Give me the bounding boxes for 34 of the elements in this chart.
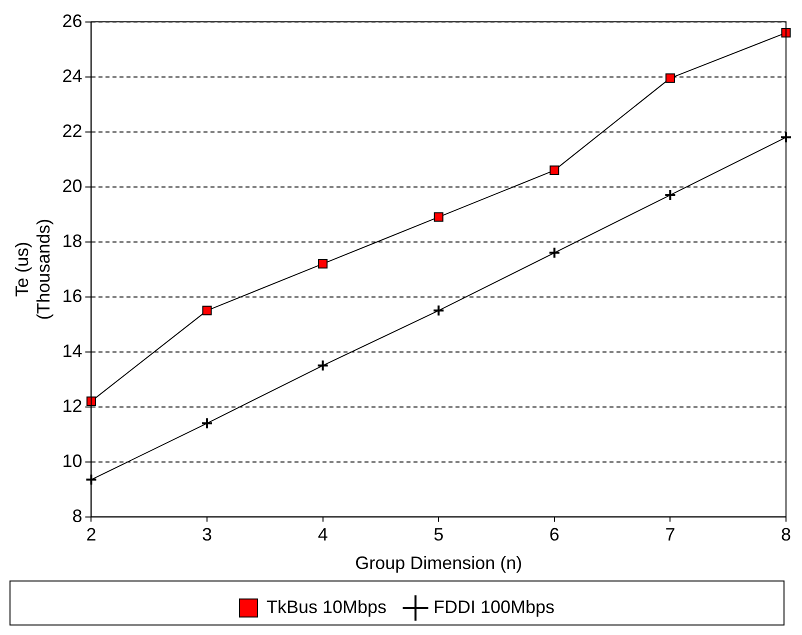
- x-tick-label: 4: [318, 524, 328, 545]
- y-tick-label: 16: [62, 286, 82, 306]
- point: [665, 73, 675, 83]
- legend-label: TkBus 10Mbps: [266, 596, 387, 617]
- x-axis-title: Group Dimension (n): [355, 553, 522, 574]
- y-tick-label: 14: [62, 340, 82, 361]
- point: [780, 131, 792, 144]
- x-tick-label: 3: [202, 524, 212, 545]
- point: [318, 259, 328, 269]
- point: [664, 189, 676, 202]
- x-tick-label: 6: [549, 524, 560, 545]
- point: [86, 396, 96, 406]
- y-tick-label: 10: [62, 450, 82, 471]
- y-tick-label: 24: [62, 66, 82, 86]
- x-tick-label: 7: [665, 524, 676, 545]
- point: [201, 417, 214, 430]
- y-tick-label: 18: [62, 230, 82, 251]
- point: [202, 306, 212, 316]
- y-tick-label: 22: [62, 120, 82, 141]
- y-tick-label: 20: [62, 176, 82, 196]
- y-tick-label: 26: [62, 10, 82, 31]
- x-tick-label: 5: [434, 524, 444, 545]
- y-tick-label: 8: [72, 506, 82, 526]
- point: [316, 360, 329, 372]
- point: [434, 212, 444, 222]
- point: [432, 304, 445, 317]
- point: [85, 474, 98, 486]
- x-tick-label: 2: [86, 524, 96, 545]
- point: [550, 166, 560, 176]
- x-tick-label: 8: [780, 524, 791, 545]
- y-tick-label: 12: [62, 396, 82, 416]
- point: [548, 246, 560, 259]
- legend-label: FDDI 100Mbps: [434, 596, 555, 617]
- y-axis-title: Te (us) (Thousands): [12, 218, 54, 320]
